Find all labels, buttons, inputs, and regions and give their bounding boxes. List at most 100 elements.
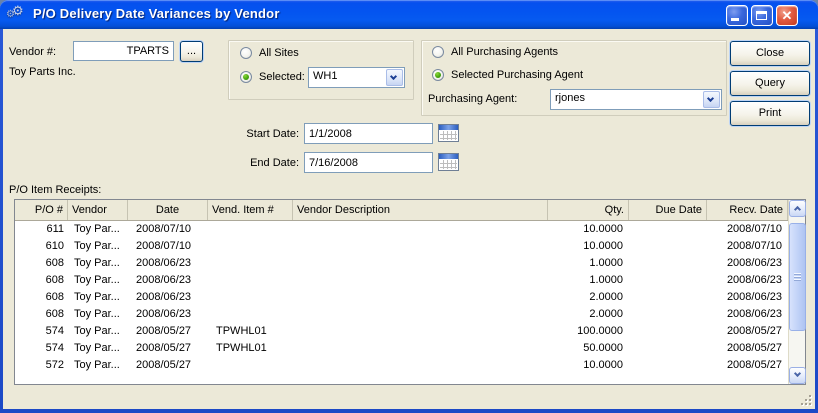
table-cell: [208, 289, 293, 306]
column-header[interactable]: Vendor: [68, 200, 128, 220]
selected-site-label: Selected:: [259, 71, 305, 83]
table-cell: Toy Par...: [74, 257, 120, 269]
table-row[interactable]: 611 Toy Par... 2008/07/10 10.0000 2008/07/10: [15, 221, 788, 238]
purchasing-agent-drop-button[interactable]: [703, 91, 720, 108]
close-button[interactable]: Close: [730, 41, 810, 66]
print-button[interactable]: Print: [730, 101, 810, 126]
scrollbar-thumb[interactable]: [789, 223, 806, 331]
table-cell: 2008/06/23: [136, 291, 192, 303]
table-cell: 2008/06/23: [726, 274, 782, 286]
table-cell: 608: [45, 274, 64, 286]
table-cell: 2008/05/27: [136, 325, 192, 337]
end-date-label: End Date:: [250, 157, 299, 169]
table-row[interactable]: 574 Toy Par... 2008/05/27 TPWHL01 100.0000 20…: [15, 323, 788, 340]
sites-groupbox: [228, 40, 414, 100]
end-date-calendar-icon[interactable]: [438, 153, 459, 171]
purchasing-agent-combobox-value: rjones: [555, 92, 585, 104]
table-cell: 10.0000: [583, 223, 623, 235]
vendor-name-text: Toy Parts Inc.: [9, 66, 76, 78]
table-cell: [293, 221, 548, 238]
start-date-label: Start Date:: [246, 128, 299, 140]
column-header[interactable]: Due Date: [629, 200, 707, 220]
purchasing-agent-combobox[interactable]: rjones: [550, 89, 722, 110]
table-cell: 2008/05/27: [726, 342, 782, 354]
table-cell: [293, 238, 548, 255]
vendor-number-input[interactable]: [73, 41, 174, 61]
table-cell: [293, 357, 548, 374]
close-button-label: Close: [755, 47, 785, 59]
scroll-down-button[interactable]: [789, 367, 806, 384]
selected-agent-radio[interactable]: [432, 69, 444, 81]
resize-grip[interactable]: [799, 393, 812, 406]
table-cell: 2.0000: [589, 308, 623, 320]
query-button-label: Query: [755, 77, 785, 89]
all-sites-label: All Sites: [259, 47, 299, 59]
minimize-button[interactable]: [726, 5, 748, 26]
column-header[interactable]: Qty.: [548, 200, 629, 220]
maximize-button[interactable]: [751, 5, 773, 26]
table-cell: Toy Par...: [74, 359, 120, 371]
table-cell: 10.0000: [583, 240, 623, 252]
table-cell: 2008/06/23: [136, 257, 192, 269]
all-agents-radio[interactable]: [432, 46, 444, 58]
table-cell: 2008/07/10: [726, 240, 782, 252]
receipts-section-label: P/O Item Receipts:: [9, 184, 102, 196]
table-cell: 1.0000: [589, 257, 623, 269]
column-header[interactable]: Recv. Date: [707, 200, 788, 220]
table-cell: [293, 289, 548, 306]
calendar-grid: [440, 160, 457, 169]
table-cell: 10.0000: [583, 359, 623, 371]
table-cell: [629, 238, 707, 255]
ellipsis-label: ...: [186, 45, 197, 57]
start-date-calendar-icon[interactable]: [438, 124, 459, 142]
end-date-input[interactable]: [304, 152, 433, 173]
table-row[interactable]: 574 Toy Par... 2008/05/27 TPWHL01 50.0000 200…: [15, 340, 788, 357]
table-cell: 2008/06/23: [136, 308, 192, 320]
table-cell: 608: [45, 257, 64, 269]
table-cell: 2008/07/10: [726, 223, 782, 235]
query-button[interactable]: Query: [730, 71, 810, 96]
table-cell: 574: [45, 342, 64, 354]
vendor-browse-button[interactable]: ...: [180, 41, 203, 62]
table-cell: 2008/05/27: [136, 342, 192, 354]
table-cell: 2008/07/10: [136, 223, 192, 235]
table-cell: Toy Par...: [74, 308, 120, 320]
table-row[interactable]: 608 Toy Par... 2008/06/23 2.0000 2008/06/23: [15, 289, 788, 306]
gears-icon: ⚙ ⚙: [6, 3, 27, 24]
table-row[interactable]: 608 Toy Par... 2008/06/23 1.0000 2008/06/23: [15, 272, 788, 289]
table-row[interactable]: 572 Toy Par... 2008/05/27 10.0000 2008/05/27: [15, 357, 788, 374]
table-cell: [208, 272, 293, 289]
start-date-input[interactable]: [304, 123, 433, 144]
table-cell: [293, 306, 548, 323]
site-combobox-drop-button[interactable]: [386, 69, 403, 86]
table-cell: Toy Par...: [74, 325, 120, 337]
column-header[interactable]: Vend. Item #: [208, 200, 293, 220]
column-header[interactable]: Date: [128, 200, 208, 220]
table-row[interactable]: 610 Toy Par... 2008/07/10 10.0000 2008/07/10: [15, 238, 788, 255]
selected-site-radio[interactable]: [240, 71, 252, 83]
table-cell: 100.0000: [577, 325, 623, 337]
gear-glyph: ⚙: [12, 3, 24, 18]
table-cell: Toy Par...: [74, 291, 120, 303]
table-cell: [293, 340, 548, 357]
table-cell: Toy Par...: [74, 223, 120, 235]
calendar-header: [439, 154, 458, 159]
close-x-icon: ✕: [781, 8, 793, 23]
vertical-scrollbar[interactable]: [788, 200, 806, 384]
table-row[interactable]: 608 Toy Par... 2008/06/23 2.0000 2008/06/23: [15, 306, 788, 323]
agents-groupbox: [421, 40, 727, 116]
titlebar[interactable]: ⚙ ⚙ P/O Delivery Date Variances by Vendo…: [0, 0, 818, 29]
table-cell: 2008/05/27: [136, 359, 192, 371]
site-combobox[interactable]: WH1: [308, 67, 405, 88]
column-header[interactable]: Vendor Description: [293, 200, 548, 220]
all-sites-radio[interactable]: [240, 47, 252, 59]
window-title: P/O Delivery Date Variances by Vendor: [33, 6, 280, 21]
all-agents-label: All Purchasing Agents: [451, 46, 559, 58]
table-row[interactable]: 608 Toy Par... 2008/06/23 1.0000 2008/06/23: [15, 255, 788, 272]
scroll-up-button[interactable]: [789, 200, 806, 217]
table-cell: 610: [45, 240, 64, 252]
column-header[interactable]: P/O #: [15, 200, 68, 220]
close-window-button[interactable]: ✕: [776, 5, 798, 26]
table-cell: 50.0000: [583, 342, 623, 354]
chevron-down-icon: [389, 72, 398, 81]
